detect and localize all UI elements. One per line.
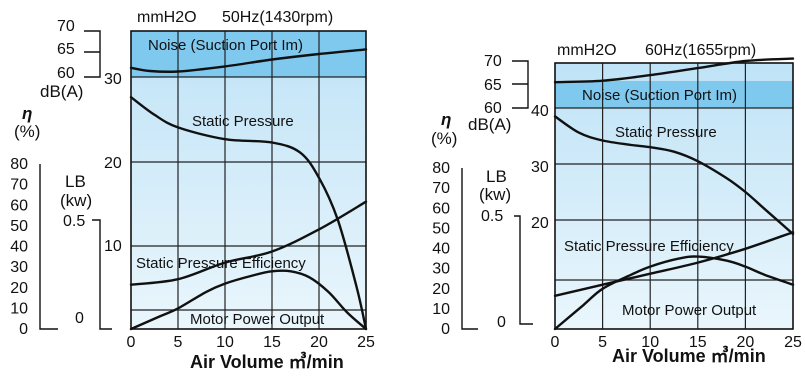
- lb-axis-line: [514, 215, 533, 325]
- eta-tick-label: 20: [432, 281, 450, 298]
- noise-tick-60: 60: [484, 100, 502, 117]
- pressure-tick-20: 20: [104, 155, 122, 172]
- noise-curve: [129, 48, 368, 74]
- eta-tick-label: 70: [10, 177, 28, 194]
- x-tick-label: 0: [127, 334, 136, 351]
- eta-axis-label: η: [441, 110, 451, 129]
- pressure-tick-20: 20: [531, 215, 549, 232]
- static-pressure-efficiency-curve: [129, 269, 368, 331]
- chart-60hz: Noise (Suction Port Im) mmH2O 60Hz(1655r…: [431, 42, 802, 366]
- header-frequency: 50Hz(1430rpm): [222, 9, 333, 26]
- noise-tick-65: 65: [57, 41, 75, 58]
- noise-tick-60: 60: [57, 65, 75, 82]
- pressure-tick-30: 30: [531, 159, 549, 176]
- x-tick-label: 15: [263, 334, 281, 351]
- x-tick-label: 20: [310, 334, 328, 351]
- lb-tick-0: 0: [75, 310, 84, 327]
- plot-frame: [554, 62, 794, 330]
- curves: [129, 48, 368, 331]
- noise-tick-70: 70: [484, 53, 502, 70]
- noise-axis-bracket: [512, 60, 529, 109]
- lb-axis-unit: (kw): [479, 185, 511, 204]
- eta-tick-label: 70: [432, 180, 450, 197]
- x-tick-label: 15: [689, 334, 707, 351]
- eta-axis-line: [461, 168, 478, 330]
- x-tick-label: 5: [598, 334, 607, 351]
- x-tick-label: 0: [551, 334, 560, 351]
- noise-curve: [553, 57, 795, 84]
- label-static-pressure-efficiency: Static Pressure Efficiency: [564, 238, 734, 255]
- header-unit: mmH2O: [557, 42, 617, 59]
- lb-axis-label: LB: [486, 167, 507, 186]
- noise-tick-65: 65: [484, 77, 502, 94]
- label-motor-power-output: Motor Power Output: [190, 311, 325, 328]
- label-motor-power-output: Motor Power Output: [622, 302, 757, 319]
- eta-axis-unit: (%): [431, 129, 457, 148]
- eta-tick-label: 50: [432, 220, 450, 237]
- eta-tick-label: 60: [10, 197, 28, 214]
- eta-tick-label: 0: [19, 321, 28, 338]
- noise-band-label: Noise (Suction Port Im): [148, 37, 303, 54]
- pressure-tick-40: 40: [531, 103, 549, 120]
- eta-tick-label: 30: [10, 259, 28, 276]
- curves: [553, 57, 795, 331]
- eta-ticks: 80 70 60 50 40 30 20 10 0: [432, 160, 450, 338]
- eta-tick-label: 80: [432, 160, 450, 177]
- x-axis-title: Air Volume ㎥/min: [612, 345, 766, 366]
- motor-power-output-curve: [129, 200, 368, 286]
- noise-band: [555, 81, 793, 108]
- noise-axis-unit: dB(A): [468, 115, 511, 134]
- x-tick-label: 10: [216, 334, 234, 351]
- pressure-tick-30: 30: [104, 71, 122, 88]
- eta-tick-label: 80: [10, 156, 28, 173]
- x-tick-label: 25: [784, 334, 802, 351]
- x-axis-title: Air Volume ㎥/min: [190, 351, 344, 372]
- x-ticks: 0 5 10 15 20 25: [127, 334, 375, 351]
- lb-tick-0: 0: [497, 314, 506, 331]
- eta-tick-label: 40: [10, 239, 28, 256]
- noise-axis-unit: dB(A): [40, 82, 83, 101]
- eta-tick-label: 20: [10, 280, 28, 297]
- header-unit: mmH2O: [137, 9, 197, 26]
- eta-tick-label: 30: [432, 261, 450, 278]
- eta-tick-label: 0: [441, 321, 450, 338]
- noise-axis-bracket: [84, 30, 101, 78]
- header-frequency: 60Hz(1655rpm): [645, 42, 756, 59]
- eta-tick-label: 10: [432, 301, 450, 318]
- eta-axis-unit: (%): [14, 122, 40, 141]
- plot-background: [131, 31, 366, 329]
- eta-tick-label: 40: [432, 241, 450, 258]
- eta-ticks: 80 70 60 50 40 30 20 10 0: [10, 156, 28, 338]
- label-static-pressure: Static Pressure: [615, 124, 717, 141]
- grid: [131, 31, 366, 329]
- noise-tick-70: 70: [57, 18, 75, 35]
- lb-axis-line: [92, 219, 112, 330]
- lb-axis-unit: (kw): [60, 191, 92, 210]
- eta-axis-line: [39, 164, 58, 330]
- eta-tick-label: 60: [432, 200, 450, 217]
- static-pressure-efficiency-curve: [553, 255, 795, 331]
- label-static-pressure-efficiency: Static Pressure Efficiency: [136, 255, 306, 272]
- noise-band-label: Noise (Suction Port Im): [582, 87, 737, 104]
- eta-axis-label: η: [22, 104, 32, 123]
- x-ticks: 0 5 10 15 20 25: [551, 334, 802, 351]
- eta-tick-label: 50: [10, 218, 28, 235]
- x-tick-label: 10: [641, 334, 659, 351]
- motor-power-output-curve: [553, 231, 795, 297]
- x-tick-label: 5: [174, 334, 183, 351]
- lb-axis-label: LB: [65, 172, 86, 191]
- chart-50hz: Noise (Suction Port Im) mmH2O 50Hz(1430r…: [10, 9, 375, 372]
- static-pressure-curve: [553, 115, 795, 236]
- x-tick-label: 20: [737, 334, 755, 351]
- plot-frame: [130, 30, 367, 330]
- label-static-pressure: Static Pressure: [192, 113, 294, 130]
- pressure-tick-10: 10: [104, 238, 122, 255]
- x-tick-label: 25: [357, 334, 375, 351]
- lb-tick-0.5: 0.5: [481, 208, 503, 225]
- static-pressure-curve: [129, 96, 368, 331]
- lb-tick-0.5: 0.5: [63, 213, 85, 230]
- eta-tick-label: 10: [10, 300, 28, 317]
